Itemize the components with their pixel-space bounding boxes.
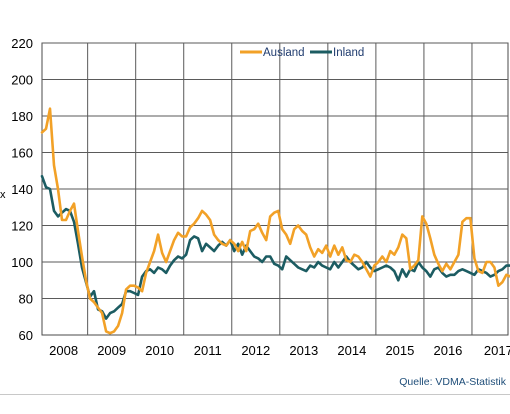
y-axis-ticks: 60 80 100 120 140 160 180 200 220 xyxy=(11,36,33,343)
x-tick-label: 2016 xyxy=(433,343,462,358)
legend-label-inland: Inland xyxy=(333,47,364,59)
x-tick-label: 2013 xyxy=(289,343,318,358)
series-line-ausland xyxy=(40,107,510,335)
y-tick-label: 60 xyxy=(19,328,33,343)
x-tick-label: 2009 xyxy=(97,343,126,358)
legend: Ausland Inland xyxy=(240,47,364,59)
x-tick-label: 2015 xyxy=(385,343,414,358)
y-axis-label: x xyxy=(0,189,6,201)
y-tick-label: 220 xyxy=(11,36,33,51)
x-tick-label: 2010 xyxy=(145,343,174,358)
y-tick-label: 180 xyxy=(11,109,33,124)
y-tick-label: 140 xyxy=(11,182,33,197)
y-tick-label: 160 xyxy=(11,146,33,161)
x-tick-label: 2008 xyxy=(49,343,78,358)
series-lines xyxy=(40,107,510,335)
series-line-inland xyxy=(40,174,510,320)
x-tick-label: 2017 xyxy=(484,343,510,358)
y-tick-label: 200 xyxy=(11,73,33,88)
y-tick-label: 120 xyxy=(11,219,33,234)
grid xyxy=(41,42,509,336)
y-tick-label: 80 xyxy=(19,292,33,307)
divider xyxy=(0,394,510,395)
x-tick-label: 2011 xyxy=(194,343,222,358)
source-note: Quelle: VDMA-Statistik xyxy=(399,376,506,388)
x-axis-ticks: 2008 2009 2010 2011 2012 2013 2014 2015 2016 2017 xyxy=(49,343,510,358)
legend-label-ausland: Ausland xyxy=(263,47,305,59)
x-tick-label: 2014 xyxy=(337,343,366,358)
y-tick-label: 100 xyxy=(11,255,33,270)
x-tick-label: 2012 xyxy=(241,343,270,358)
